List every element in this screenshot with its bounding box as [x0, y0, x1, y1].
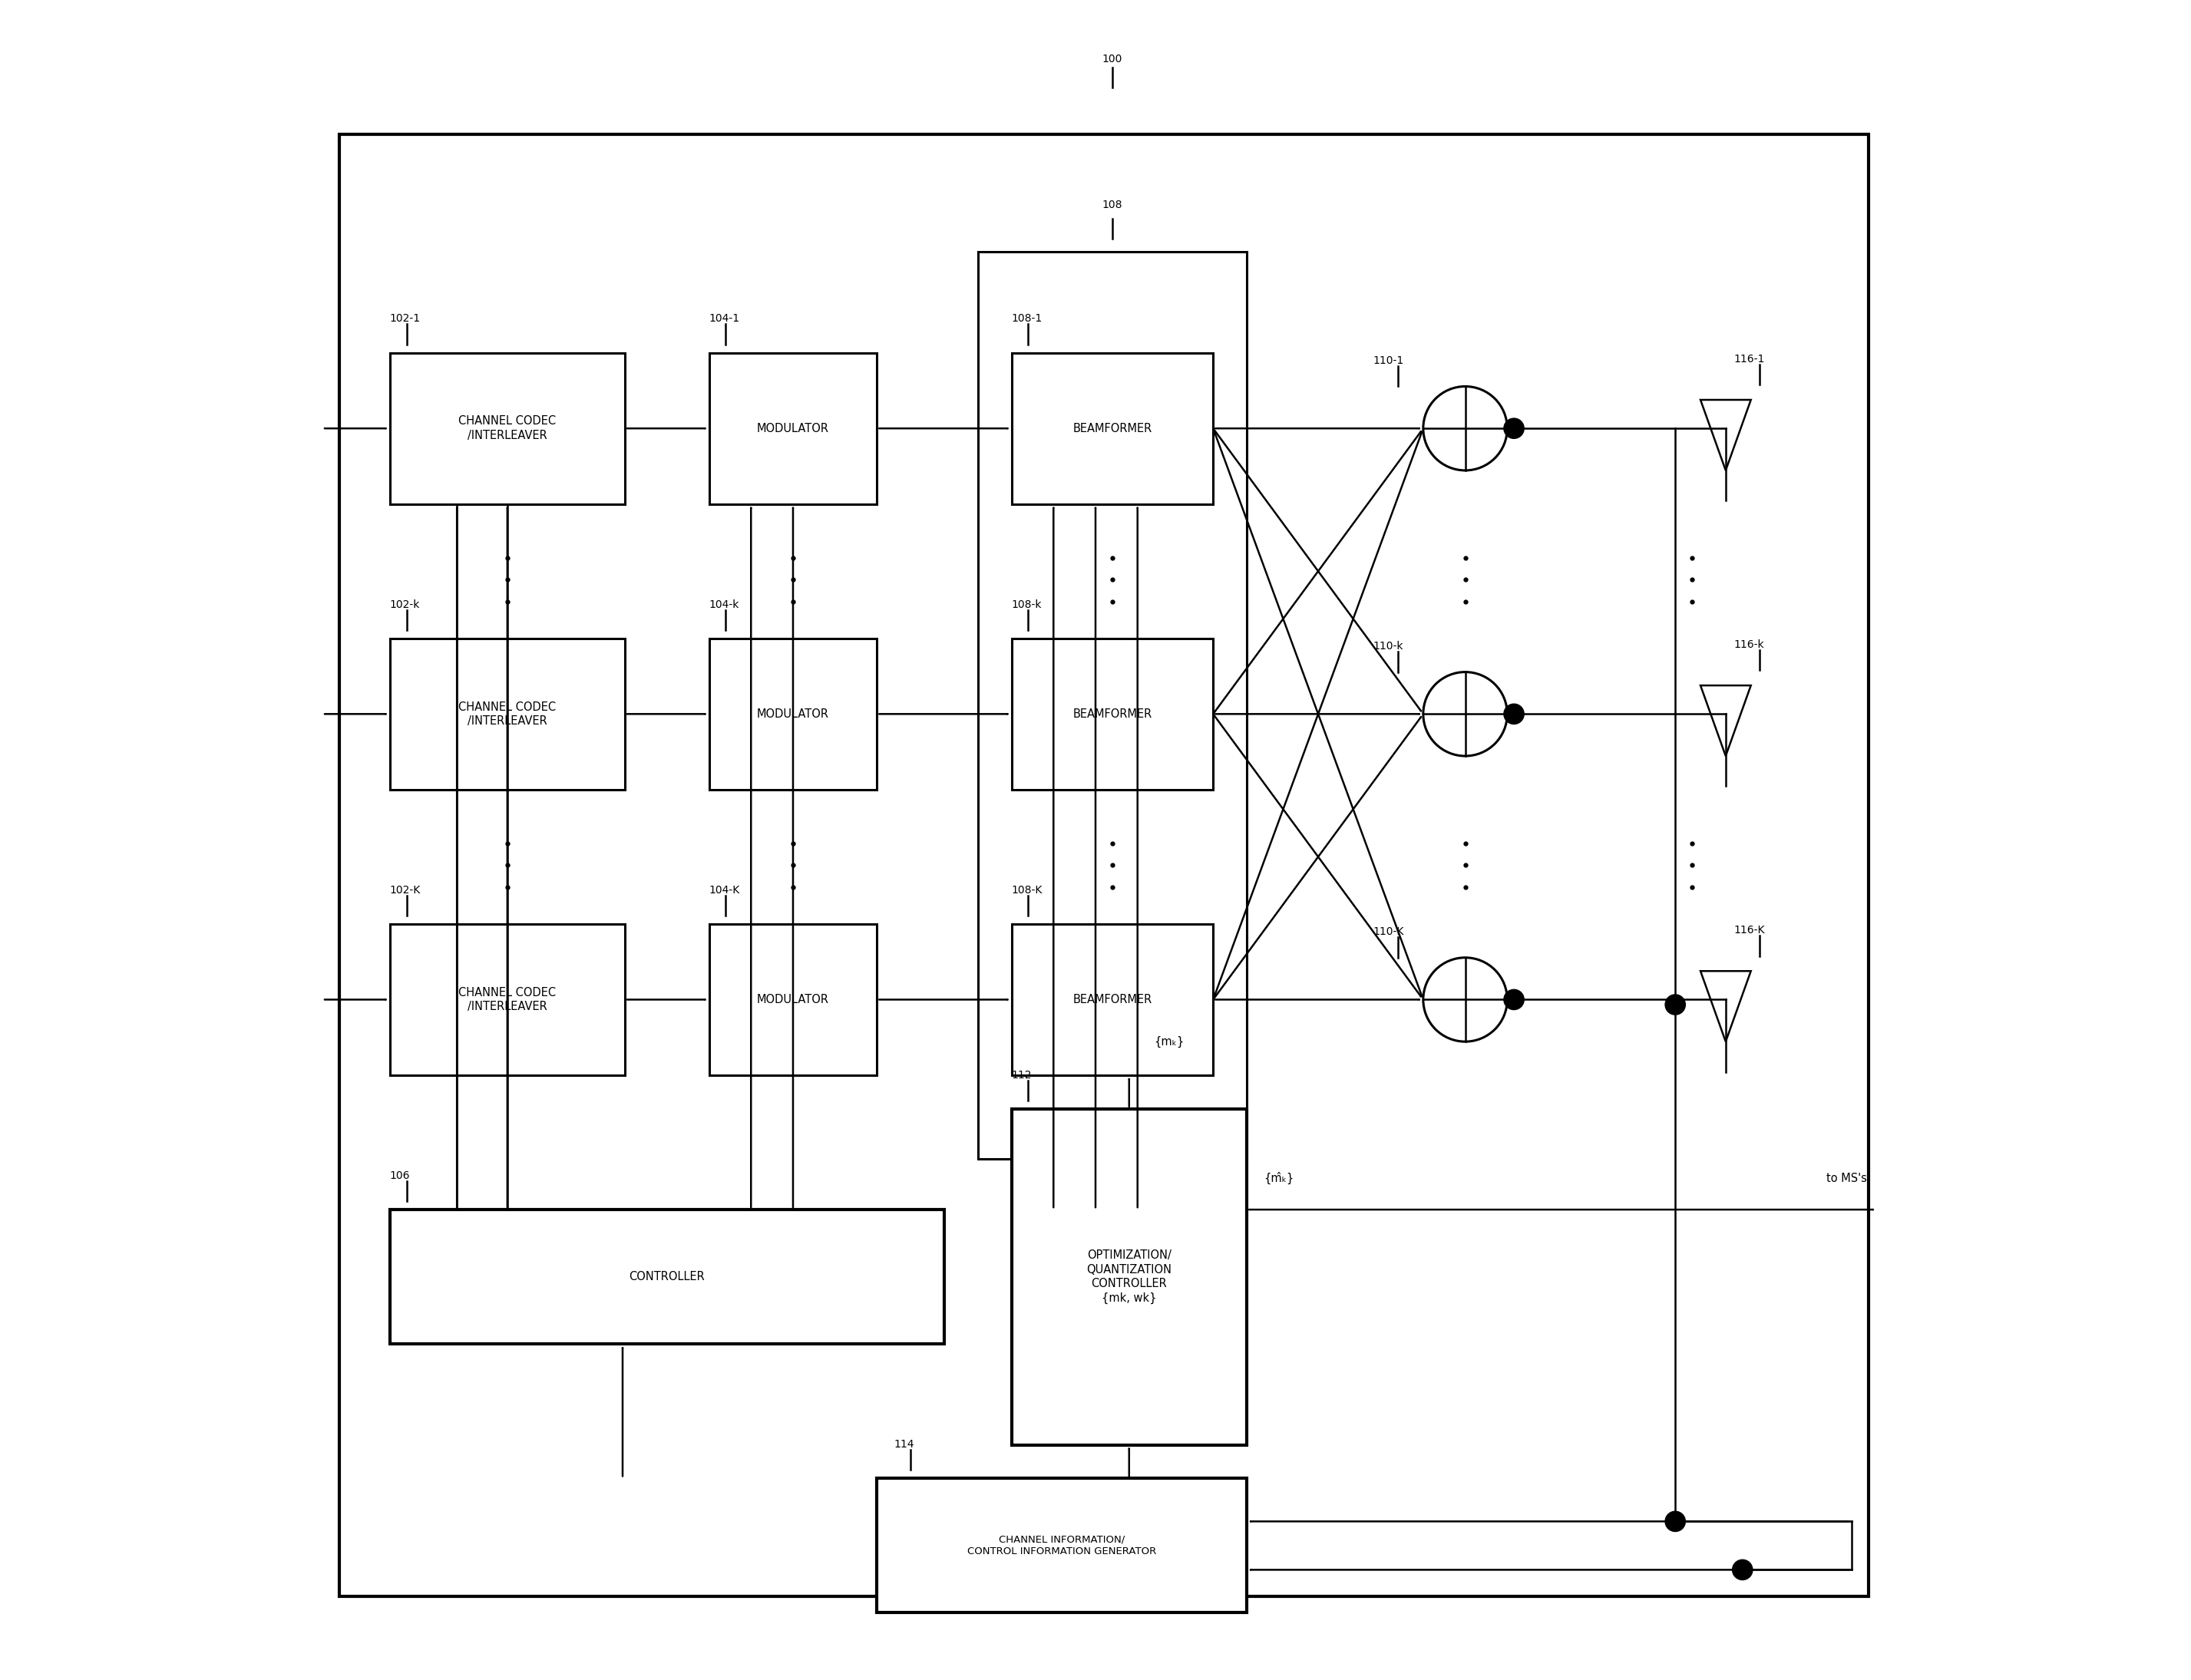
Text: MODULATOR: MODULATOR: [756, 995, 828, 1005]
Circle shape: [1503, 704, 1525, 724]
Bar: [710, 353, 876, 504]
Text: 104-k: 104-k: [710, 600, 738, 610]
Circle shape: [1503, 418, 1525, 438]
Bar: [390, 924, 624, 1075]
Text: {mₖ}: {mₖ}: [1155, 1037, 1185, 1047]
Text: 104-1: 104-1: [710, 314, 741, 324]
Circle shape: [1665, 995, 1685, 1015]
Bar: [977, 252, 1247, 1159]
Bar: [390, 1210, 944, 1344]
Text: MODULATOR: MODULATOR: [756, 709, 828, 719]
Text: 102-k: 102-k: [390, 600, 421, 610]
Bar: [1012, 638, 1214, 790]
Text: 108-K: 108-K: [1012, 885, 1043, 895]
Text: 100: 100: [1102, 54, 1122, 64]
Bar: [876, 1478, 1247, 1613]
Bar: [1012, 924, 1214, 1075]
Text: CHANNEL CODEC
/INTERLEAVER: CHANNEL CODEC /INTERLEAVER: [458, 701, 557, 727]
Text: 108-1: 108-1: [1012, 314, 1043, 324]
Circle shape: [1733, 1559, 1753, 1579]
Text: 116-K: 116-K: [1733, 926, 1766, 936]
Circle shape: [1424, 672, 1507, 756]
Text: BEAMFORMER: BEAMFORMER: [1074, 995, 1152, 1005]
Bar: [1012, 353, 1214, 504]
Text: MODULATOR: MODULATOR: [756, 423, 828, 433]
Text: 108: 108: [1102, 200, 1122, 210]
Bar: [1012, 1109, 1247, 1445]
Text: 114: 114: [894, 1440, 914, 1450]
Circle shape: [1665, 1512, 1685, 1532]
Bar: [710, 924, 876, 1075]
Text: 116-k: 116-k: [1733, 640, 1764, 650]
Text: BEAMFORMER: BEAMFORMER: [1074, 423, 1152, 433]
Text: CONTROLLER: CONTROLLER: [629, 1272, 706, 1282]
Text: {m̂ₖ}: {m̂ₖ}: [1264, 1173, 1293, 1184]
Text: 112: 112: [1012, 1070, 1032, 1080]
Text: to MS's: to MS's: [1827, 1173, 1867, 1184]
Text: BEAMFORMER: BEAMFORMER: [1074, 709, 1152, 719]
Text: 106: 106: [390, 1171, 410, 1181]
Circle shape: [1503, 990, 1525, 1010]
Text: 102-K: 102-K: [390, 885, 421, 895]
Circle shape: [1424, 386, 1507, 470]
Bar: [390, 353, 624, 504]
Text: CHANNEL CODEC
/INTERLEAVER: CHANNEL CODEC /INTERLEAVER: [458, 986, 557, 1013]
Text: CHANNEL INFORMATION/
CONTROL INFORMATION GENERATOR: CHANNEL INFORMATION/ CONTROL INFORMATION…: [968, 1534, 1157, 1557]
Circle shape: [1424, 958, 1507, 1042]
Text: 110-k: 110-k: [1374, 642, 1402, 652]
Text: CHANNEL CODEC
/INTERLEAVER: CHANNEL CODEC /INTERLEAVER: [458, 415, 557, 442]
Bar: [710, 638, 876, 790]
Text: 110-1: 110-1: [1374, 356, 1404, 366]
Text: 110-K: 110-K: [1374, 927, 1404, 937]
Text: 116-1: 116-1: [1733, 354, 1766, 365]
Bar: [390, 638, 624, 790]
Bar: [340, 134, 1869, 1596]
Text: OPTIMIZATION/
QUANTIZATION
CONTROLLER
{mk, wk}: OPTIMIZATION/ QUANTIZATION CONTROLLER {m…: [1087, 1250, 1172, 1304]
Text: 104-K: 104-K: [710, 885, 741, 895]
Text: 102-1: 102-1: [390, 314, 421, 324]
Text: 108-k: 108-k: [1012, 600, 1041, 610]
